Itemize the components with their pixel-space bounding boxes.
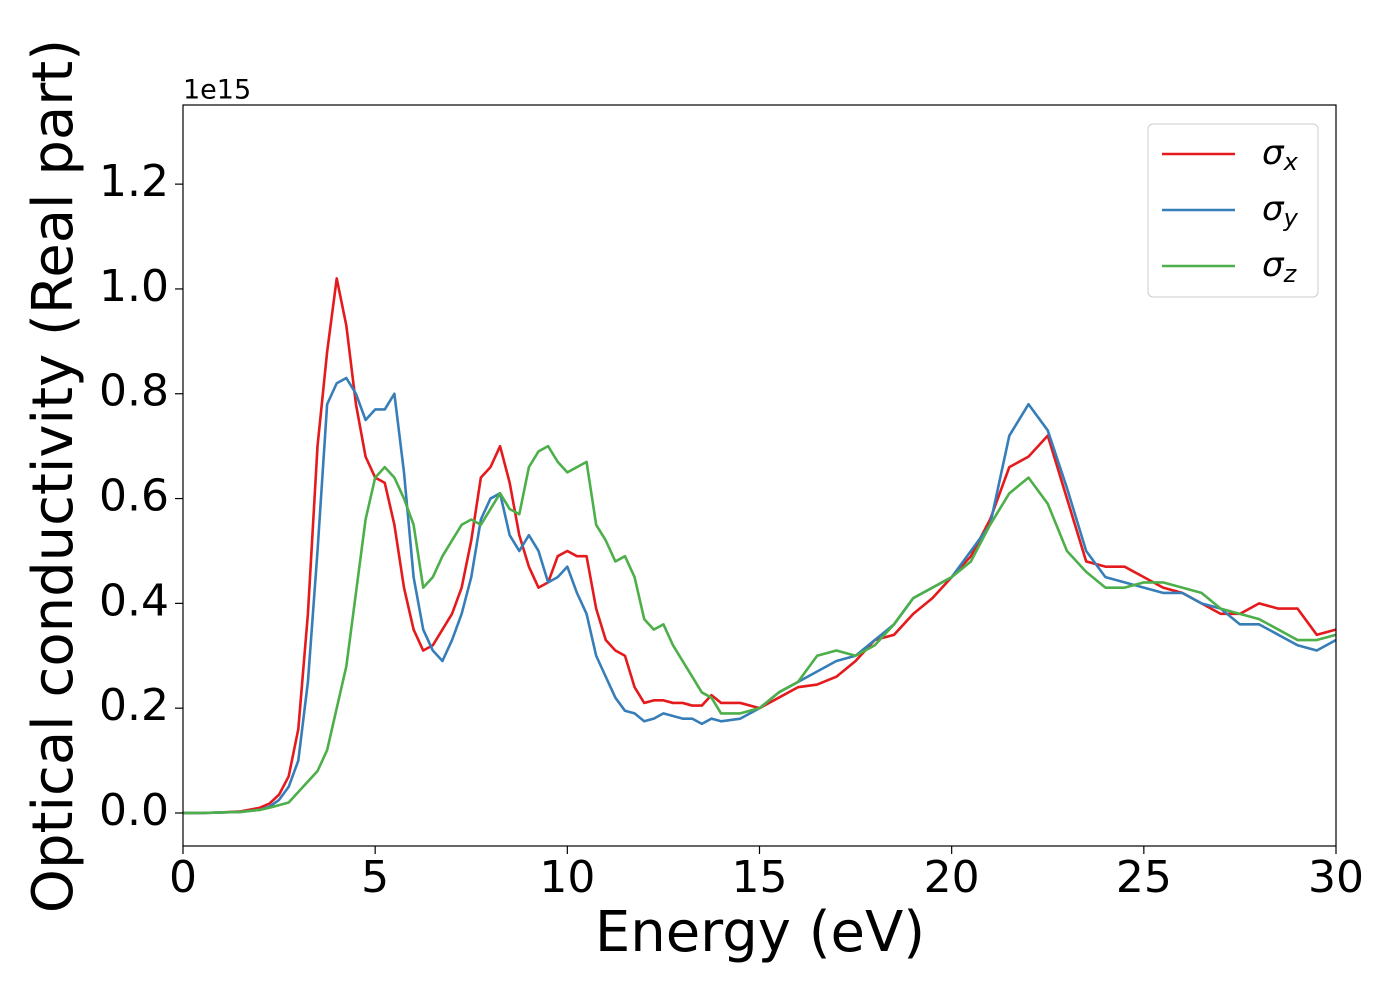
y-tick-label: 1.0 [99,261,169,312]
legend-label: σx [1262,133,1299,177]
y-tick-label: 0.8 [99,366,169,417]
y-tick-label: 0.6 [99,471,169,522]
x-tick-label: 0 [169,852,197,903]
x-axis-label: Energy (eV) [595,900,925,965]
y-tick-label: 0.4 [99,575,169,626]
plot-lines [183,277,1336,815]
x-tick-label: 30 [1308,852,1364,903]
series-line [183,444,1336,815]
y-offset-label: 1e15 [183,75,251,106]
x-tick-label: 25 [1116,852,1172,903]
x-tick-label: 15 [732,852,788,903]
x-tick-label: 20 [924,852,980,903]
y-axis-label: Optical conductivity (Real part) [21,39,86,913]
y-tick-label: 0.0 [99,785,169,836]
x-tick-label: 5 [361,852,389,903]
plot-frame [182,104,1337,847]
series-line [183,376,1336,815]
legend-label: σy [1262,189,1299,233]
y-tick-label: 1.2 [99,156,169,207]
legend-label: σz [1262,245,1298,289]
y-tick-label: 0.2 [99,680,169,731]
x-tick-label: 10 [539,852,595,903]
series-line [183,277,1336,815]
